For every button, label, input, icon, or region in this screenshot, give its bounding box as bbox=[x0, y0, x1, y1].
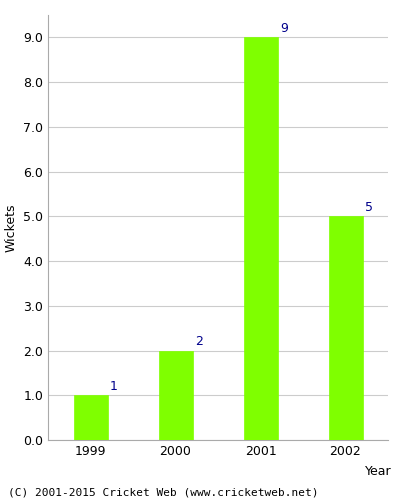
Y-axis label: Wickets: Wickets bbox=[4, 203, 18, 252]
Bar bbox=[74, 396, 108, 440]
Bar bbox=[244, 38, 278, 440]
Text: 5: 5 bbox=[365, 201, 373, 214]
Bar bbox=[328, 216, 362, 440]
Text: Year: Year bbox=[365, 465, 392, 478]
Text: 2: 2 bbox=[195, 336, 203, 348]
Bar bbox=[158, 350, 192, 440]
Text: (C) 2001-2015 Cricket Web (www.cricketweb.net): (C) 2001-2015 Cricket Web (www.cricketwe… bbox=[8, 488, 318, 498]
Text: 9: 9 bbox=[280, 22, 288, 35]
Text: 1: 1 bbox=[110, 380, 118, 393]
